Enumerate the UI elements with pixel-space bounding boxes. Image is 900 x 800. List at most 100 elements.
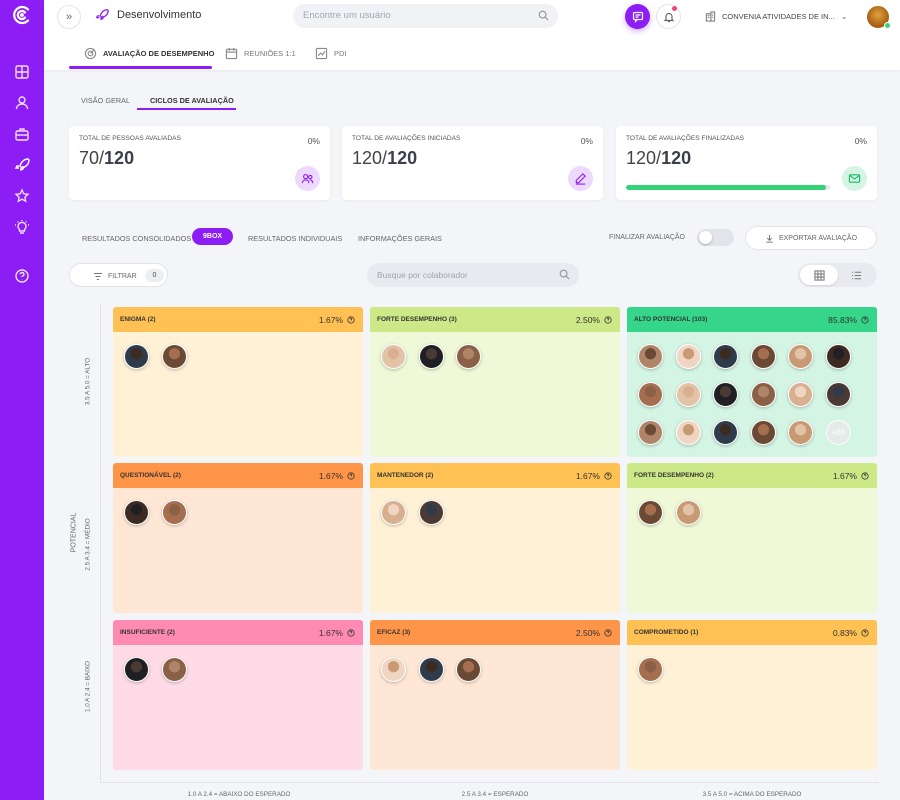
avatar[interactable] [456,657,481,682]
avatar[interactable] [456,344,481,369]
logo-icon[interactable] [10,3,34,27]
avatar[interactable] [713,420,738,445]
avatar[interactable] [788,420,813,445]
double-chevron-right-icon: » [65,11,73,23]
avatar[interactable] [418,657,444,682]
ninebox-cell[interactable]: EFICAZ (3) 2.50% [370,620,620,770]
ninebox-cell[interactable]: FORTE DESEMPENHO (3) 2.50% [370,307,620,457]
avatar[interactable] [675,500,701,525]
send-icon [842,166,867,191]
ninebox-cell[interactable]: ALTO POTENCIAL (103) 85.83% +86 [627,307,877,457]
help-icon[interactable] [604,471,612,480]
y-label-alto: 3.5 A 5.0 = ALTO [84,357,92,406]
filter-button[interactable]: FILTRAR 0 [69,263,168,287]
filter-content: FILTRAR [93,272,137,281]
ninebox-cell[interactable]: INSUFICIENTE (2) 1.67% [113,620,363,770]
avatar[interactable] [750,382,776,407]
avatar[interactable] [675,382,701,407]
avatar[interactable] [713,382,738,407]
ninebox-cell[interactable]: MANTENEDOR (2) 1.67% [370,463,620,613]
avatar[interactable] [638,657,663,682]
avatar[interactable] [124,500,149,525]
avatar[interactable] [418,500,444,525]
tab-avaliacao-desempenho[interactable]: AVALIAÇÃO DE DESEMPENHO [84,47,214,60]
subtab-ciclos-avaliacao[interactable]: CICLOS DE AVALIAÇÃO [150,96,234,105]
avatar[interactable] [381,657,406,682]
ninebox-cell[interactable]: ENIGMA (2) 1.67% [113,307,363,457]
help-icon[interactable] [347,628,355,637]
list-icon [851,271,861,279]
help-icon[interactable] [604,315,612,324]
avatar[interactable] [750,420,776,445]
briefcase-icon[interactable] [14,126,30,142]
avatar[interactable] [825,344,851,369]
more-avatars-badge[interactable]: +86 [825,420,851,445]
avatar[interactable] [713,344,738,369]
avatar[interactable] [161,500,187,525]
avatar[interactable] [750,344,776,369]
collaborator-search-input[interactable]: Busque por colaborador [367,263,579,287]
export-button[interactable]: EXPORTAR AVALIAÇÃO [745,226,877,250]
expand-sidebar-button[interactable]: » [57,5,81,29]
avatar[interactable] [825,382,851,407]
grid-view-button[interactable] [800,265,838,285]
tab-resultados-individuais[interactable]: RESULTADOS INDIVIDUAIS [248,234,343,243]
avatar[interactable] [124,344,149,369]
subtab-visao-geral[interactable]: VISÃO GERAL [81,96,131,105]
avatar[interactable] [161,344,187,369]
avatar[interactable] [381,500,406,525]
tab-resultados-consolidados[interactable]: RESULTADOS CONSOLIDADOS [82,234,192,243]
card-total: 120 [104,148,135,168]
avatar[interactable] [675,420,701,445]
card-total: 120 [387,148,418,168]
user-icon[interactable] [14,95,30,111]
finalizar-toggle[interactable] [697,229,734,246]
tab-pdi[interactable]: PDI [315,47,347,60]
help-icon[interactable] [861,471,869,480]
help-icon[interactable] [861,628,869,637]
notifications-button[interactable] [656,4,681,29]
ninebox-cell[interactable]: QUESTIONÁVEL (2) 1.67% [113,463,363,613]
avatar[interactable] [638,382,663,407]
dashboard-icon[interactable] [14,64,30,80]
ninebox-cell[interactable]: COMPROMETIDO (1) 0.83% [627,620,877,770]
avatar[interactable] [638,420,663,445]
card-avaliacoes-finalizadas: TOTAL DE AVALIAÇÕES FINALIZADAS 0% 120/1… [616,126,877,200]
tab-9box[interactable]: 9BOX [192,228,234,245]
card-value: 120/120 [352,148,418,168]
help-icon[interactable] [861,315,869,324]
avatar[interactable] [418,344,444,369]
list-view-button[interactable] [837,265,875,285]
help-icon[interactable] [14,268,30,284]
star-icon[interactable] [14,188,30,204]
chat-button[interactable] [625,4,650,29]
card-done: 120 [352,148,383,168]
avatar[interactable] [638,500,663,525]
user-search-input[interactable]: Encontre um usuário [293,4,558,28]
chevron-down-icon: ⌄ [840,12,848,21]
company-selector[interactable]: CONVENIA ATIVIDADES DE IN... ⌄ [705,11,848,22]
avatar[interactable] [788,344,813,369]
online-status-dot [884,22,891,29]
active-subtab-indicator [137,108,236,110]
avatar[interactable] [638,344,663,369]
ninebox-cell-percent: 2.50% [576,315,612,325]
help-icon[interactable] [347,471,355,480]
bell-icon [663,12,674,22]
tab-reunioes[interactable]: REUNIÕES 1:1 [225,47,296,60]
ninebox-cell[interactable]: FORTE DESEMPENHO (2) 1.67% [627,463,877,613]
avatar[interactable] [675,344,701,369]
avatar[interactable] [381,344,406,369]
ninebox-cell-header: QUESTIONÁVEL (2) 1.67% [113,463,363,488]
help-icon[interactable] [604,628,612,637]
search-placeholder: Encontre um usuário [303,10,391,21]
rocket-icon[interactable] [14,157,30,173]
lightbulb-icon[interactable] [14,219,30,235]
ninebox-cell-percent: 1.67% [576,471,612,481]
avatar[interactable] [161,657,187,682]
avatar[interactable] [124,657,149,682]
ninebox-percent-value: 85.83% [828,314,857,325]
help-icon[interactable] [347,315,355,324]
avatar[interactable] [788,382,813,407]
tab-informacoes-gerais[interactable]: INFORMAÇÕES GERAIS [358,234,442,243]
